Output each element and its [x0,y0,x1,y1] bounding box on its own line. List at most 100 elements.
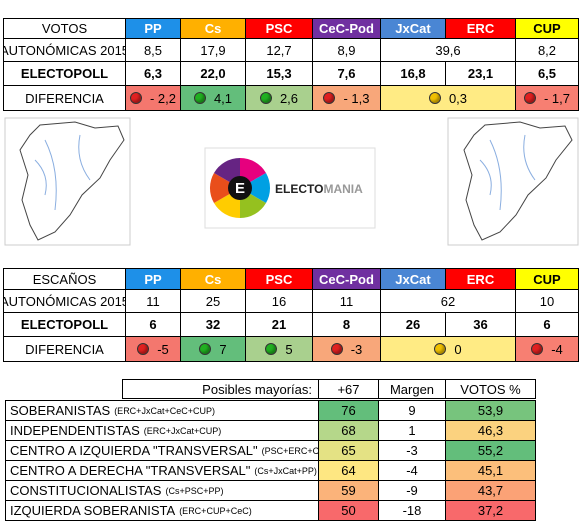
cell-text: 4,1 [213,90,233,106]
cell-text: 68 [341,423,356,438]
coalition-name: CENTRO A IZQUIERDA "TRANSVERSAL" (PSC+ERC… [5,440,319,461]
cell-text: SOBERANISTAS [10,403,111,418]
coalition-detail: (Cs+PSC+PP) [165,485,224,496]
cell-text: CENTRO A IZQUIERDA "TRANSVERSAL" [10,443,258,458]
status-icon [137,343,150,355]
votes-cell: 43,7 [445,480,536,501]
value-cell: 10 [515,289,579,313]
cell-text: 0 [454,341,462,357]
seats-cell: 68 [318,420,379,441]
value-cell: 6,3 [125,61,181,86]
cell-text: 32 [205,317,221,332]
diff-cell: - 1,7 [515,85,579,111]
cell-text: 7,6 [337,66,356,81]
cell-text: +67 [337,381,360,397]
cell-text: 8,9 [337,42,356,58]
header-cell: Margen [378,379,446,399]
margin-cell: -4 [378,460,446,481]
cell-text: 21 [271,317,287,332]
cell-text: ERC [466,21,495,36]
value-cell: 8,9 [312,38,381,62]
margin-cell: 9 [378,400,446,421]
cell-text: 6 [149,317,157,332]
votes-cell: 55,2 [445,440,536,461]
cell-text: - 1,3 [343,90,370,106]
value-cell: 11 [312,289,381,313]
header-cell: ESCAÑOS [3,268,126,290]
cell-text: 25 [205,293,221,309]
map [19,121,125,241]
cell-text: 43,7 [477,483,504,498]
cell-text: 8,5 [143,42,163,58]
votes-cell: 45,1 [445,460,536,481]
row-label: AUTONÓMICAS 2015 [3,289,126,313]
cell-text: ESCAÑOS [32,271,97,287]
cell-text: 16 [271,293,287,309]
status-icon [265,343,278,355]
value-cell: 16 [245,289,313,313]
header-cell: JxCat [380,18,446,39]
coalition-detail: (ERC+JxCat+CUP) [143,425,222,436]
cell-text: AUTONÓMICAS 2015 [3,42,126,58]
coalition-name: SOBERANISTAS (ERC+JxCat+CeC+CUP) [5,400,319,421]
cell-text: 9 [408,403,416,418]
cell-text: 55,2 [477,443,504,458]
margin-cell: -9 [378,480,446,501]
cell-text: ERC [466,271,495,287]
votes-cell: 46,3 [445,420,536,441]
cell-text: 17,9 [200,42,226,58]
value-cell: 6 [125,312,181,337]
header-cell: Cs [180,18,246,39]
value-cell: 32 [180,312,246,337]
cell-text: 8 [342,317,351,332]
logo-mark: E [209,158,271,218]
row-label: ELECTOPOLL [3,61,126,86]
cell-text: CUP [533,271,561,287]
header-cell: JxCat [380,268,446,290]
seats-cell: 64 [318,460,379,481]
value-cell: 22,0 [180,61,246,86]
cell-text: 76 [341,403,356,418]
cell-text: 6,5 [537,66,557,81]
cell-text: CENTRO A DERECHA "TRANSVERSAL" [10,463,251,478]
row-label: AUTONÓMICAS 2015 [3,38,126,62]
value-cell: 12,7 [245,38,313,62]
header-cell: PP [125,268,181,290]
cell-text: PSC [265,271,293,287]
value-cell: 26 [380,312,446,337]
value-cell: 25 [180,289,246,313]
value-cell: 17,9 [180,38,246,62]
header-cell: CUP [515,268,579,290]
cell-text: CUP [533,21,561,36]
cell-text: VOTOS [41,21,88,36]
header-cell: PSC [245,268,313,290]
value-cell: 7,6 [312,61,381,86]
diff-cell: -4 [515,336,579,362]
cell-text: 11 [339,293,354,309]
cell-text: Posibles mayorías: [202,381,312,397]
cell-text: 5 [285,341,293,357]
cell-text: 8,2 [537,42,557,58]
seats-cell: 65 [318,440,379,461]
margin-cell: 1 [378,420,446,441]
coalition-detail: (ERC+CUP+CeC) [179,505,252,516]
row-label: DIFERENCIA [3,85,126,111]
cell-text: 12,7 [266,42,292,58]
diff-cell: 0,3 [380,85,516,111]
header-cell: CUP [515,18,579,39]
cell-text: 59 [341,483,356,498]
coalition-name: CONSTITUCIONALISTAS (Cs+PSC+PP) [5,480,319,501]
cell-text: -18 [402,503,422,518]
cell-text: -4 [551,341,563,357]
value-cell: 36 [445,312,516,337]
status-icon [129,92,142,104]
rivers [34,134,91,211]
status-icon [323,92,336,104]
status-icon [330,343,343,355]
diff-cell: - 2,2 [125,85,181,111]
value-cell: 16,8 [380,61,446,86]
cell-text: 23,1 [467,66,494,81]
cell-text: 45,1 [477,463,504,478]
diff-cell: -3 [312,336,381,362]
